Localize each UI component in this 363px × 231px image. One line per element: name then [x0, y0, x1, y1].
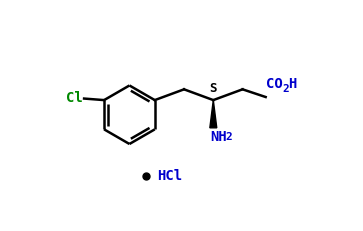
- Text: 2: 2: [226, 132, 232, 142]
- Text: H: H: [288, 77, 296, 91]
- Text: 2: 2: [283, 84, 289, 94]
- Text: CO: CO: [266, 77, 283, 91]
- Text: HCl: HCl: [157, 169, 182, 183]
- Text: NH: NH: [210, 130, 227, 144]
- Text: S: S: [209, 82, 217, 95]
- Text: Cl: Cl: [66, 91, 82, 105]
- Polygon shape: [210, 100, 217, 128]
